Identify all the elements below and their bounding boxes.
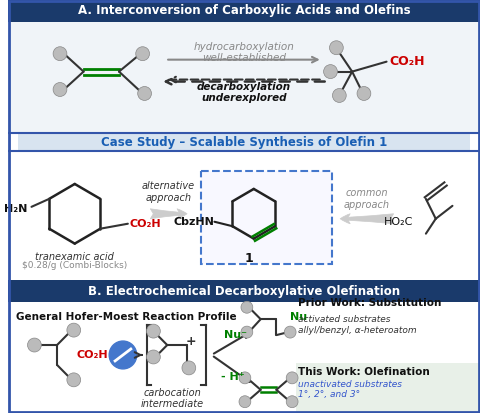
Text: This Work: Olefination: This Work: Olefination <box>298 367 430 377</box>
Circle shape <box>67 373 81 387</box>
Circle shape <box>53 83 67 96</box>
Circle shape <box>239 396 251 408</box>
FancyBboxPatch shape <box>8 151 480 271</box>
Circle shape <box>357 86 371 100</box>
Text: Case Study – Scalable Synthesis of Olefin 1: Case Study – Scalable Synthesis of Olefi… <box>101 136 387 149</box>
Circle shape <box>333 88 346 103</box>
Circle shape <box>241 326 253 338</box>
FancyBboxPatch shape <box>18 133 470 151</box>
FancyBboxPatch shape <box>296 363 480 415</box>
Circle shape <box>109 341 137 369</box>
Text: hydrocarboxylation
well-established: hydrocarboxylation well-established <box>193 42 294 63</box>
Circle shape <box>239 372 251 384</box>
Circle shape <box>53 47 67 61</box>
FancyBboxPatch shape <box>8 281 480 302</box>
Circle shape <box>286 372 298 384</box>
Text: Nu: Nu <box>290 312 307 322</box>
Text: carbocation
intermediate: carbocation intermediate <box>141 388 204 409</box>
Text: common
approach: common approach <box>344 188 390 210</box>
FancyBboxPatch shape <box>8 0 480 22</box>
Text: Nu⁻: Nu⁻ <box>224 330 247 340</box>
Text: +: + <box>185 334 196 347</box>
Circle shape <box>138 86 152 100</box>
Text: $0.28/g (Combi-Blocks): $0.28/g (Combi-Blocks) <box>22 261 127 269</box>
Circle shape <box>241 301 253 313</box>
Text: Prior Work: Substitution: Prior Work: Substitution <box>298 298 442 308</box>
Text: General Hofer-Moest Reaction Profile: General Hofer-Moest Reaction Profile <box>16 312 236 322</box>
Circle shape <box>324 65 337 78</box>
Circle shape <box>329 41 343 55</box>
Text: 1: 1 <box>244 251 253 265</box>
Text: activated substrates
allyl/benzyl, α-heteroatom: activated substrates allyl/benzyl, α-het… <box>298 315 417 334</box>
Circle shape <box>136 47 149 61</box>
Circle shape <box>182 361 196 375</box>
Circle shape <box>286 396 298 408</box>
Text: CO₂H: CO₂H <box>77 350 108 360</box>
Circle shape <box>67 323 81 337</box>
Text: tranexamic acid: tranexamic acid <box>36 251 114 261</box>
Text: decarboxylation
underexplored: decarboxylation underexplored <box>197 82 291 103</box>
Circle shape <box>146 350 160 364</box>
FancyBboxPatch shape <box>201 171 333 264</box>
Text: CO₂H: CO₂H <box>389 55 425 68</box>
Circle shape <box>146 324 160 338</box>
Text: alternative
approach: alternative approach <box>142 181 195 203</box>
Text: CbzHN: CbzHN <box>174 217 215 227</box>
Text: CO₂H: CO₂H <box>130 219 161 229</box>
FancyBboxPatch shape <box>8 302 480 413</box>
Circle shape <box>284 326 296 338</box>
Circle shape <box>27 338 41 352</box>
Text: unactivated substrates
1°, 2°, and 3°: unactivated substrates 1°, 2°, and 3° <box>298 380 402 399</box>
Text: HO₂C: HO₂C <box>384 217 413 227</box>
Text: - H⁺: - H⁺ <box>221 372 245 382</box>
Text: H₂N: H₂N <box>4 204 27 214</box>
FancyBboxPatch shape <box>8 22 480 133</box>
Text: B. Electrochemical Decarboxylative Olefination: B. Electrochemical Decarboxylative Olefi… <box>88 285 400 298</box>
Text: A. Interconversion of Carboxylic Acids and Olefins: A. Interconversion of Carboxylic Acids a… <box>78 5 410 17</box>
